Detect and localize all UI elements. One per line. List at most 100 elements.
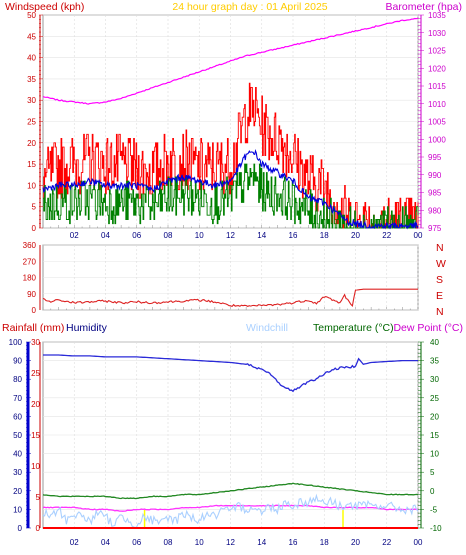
temperature-label: Temperature (°C) <box>313 322 394 334</box>
series-line-low <box>43 163 419 229</box>
right-tick-label: 1000 <box>428 135 446 144</box>
rainfall-tick-label: 20 <box>31 400 40 409</box>
rainfall-tick-label: 25 <box>31 369 40 378</box>
x-tick-label: 10 <box>195 538 204 547</box>
left-tick-label: 30 <box>27 96 36 105</box>
left-tick-label: 50 <box>27 11 36 20</box>
rainfall-tick-label: 10 <box>31 462 40 471</box>
series-line-humidity <box>43 354 418 393</box>
left-axis-label: Windspeed (kph) <box>5 1 84 13</box>
humidity-tick-label: 20 <box>13 487 22 496</box>
series-line-dewpoint <box>42 504 418 512</box>
left-tick-label: 40 <box>27 54 36 63</box>
direction-tick-label: 90 <box>27 290 36 299</box>
x-tick-label: 18 <box>320 538 329 547</box>
humidity-tick-label: 10 <box>13 505 22 514</box>
temperature-tick-label: 15 <box>430 431 439 440</box>
temperature-tick-label: 5 <box>430 468 435 477</box>
x-tick-label: 02 <box>70 538 79 547</box>
x-tick-label: 20 <box>351 231 360 240</box>
left-tick-label: 45 <box>27 32 36 41</box>
rainfall-tick-label: 5 <box>36 493 41 502</box>
direction-tick-label: 180 <box>23 274 37 283</box>
left-tick-label: 20 <box>27 139 36 148</box>
series-group <box>42 288 418 308</box>
right-tick-label: 980 <box>428 206 442 215</box>
x-tick-label: 18 <box>320 231 329 240</box>
humidity-tick-label: 70 <box>13 394 22 403</box>
temperature-tick-label: 40 <box>430 338 439 347</box>
x-tick-label: 08 <box>164 231 173 240</box>
right-tick-label: 1005 <box>428 118 446 127</box>
x-tick-label: 10 <box>195 231 204 240</box>
axes: 0102030405060708090100051015202530-10-50… <box>9 338 442 547</box>
right-tick-label: 985 <box>428 189 442 198</box>
temperature-tick-label: 20 <box>430 412 439 421</box>
panel-wind-barometer: 02 04 06 08 10 12 14 16 18 20 22 00 051015202530354… <box>5 1 462 240</box>
temperature-tick-label: -10 <box>430 524 442 533</box>
right-tick-label: 990 <box>428 171 442 180</box>
dewpoint-label: Dew Point (°C) <box>393 322 463 334</box>
x-tick-label: 20 <box>351 538 360 547</box>
left-tick-label: 10 <box>27 181 36 190</box>
right-tick-label: 1035 <box>428 11 446 20</box>
series-line-average <box>42 149 419 230</box>
x-tick-label: 00 <box>414 538 423 547</box>
axes: 0510152025303540455097598098599099510001… <box>27 11 446 233</box>
temperature-tick-label: 0 <box>430 487 435 496</box>
humidity-tick-label: 80 <box>13 375 22 384</box>
right-tick-label: 1010 <box>428 100 446 109</box>
temperature-tick-label: 10 <box>430 450 439 459</box>
x-tick-label: 00 <box>414 231 423 240</box>
x-tick-label: 22 <box>382 538 391 547</box>
right-tick-label: 1020 <box>428 64 446 73</box>
x-tick-label: 02 <box>70 231 79 240</box>
left-tick-label: 5 <box>32 203 37 212</box>
humidity-tick-label: 50 <box>13 431 22 440</box>
right-tick-label: 975 <box>428 224 442 233</box>
humidity-label: Humidity <box>66 322 108 334</box>
temperature-tick-label: 30 <box>430 375 439 384</box>
compass-label: S <box>436 274 443 286</box>
humidity-tick-label: 40 <box>13 450 22 459</box>
panel-humidity-temperature: 0102030405060708090100051015202530-10-50… <box>2 322 463 547</box>
x-tick-label: 12 <box>226 231 235 240</box>
right-axis-label: Barometer (hpa) <box>386 1 462 13</box>
compass-label: N <box>436 242 444 254</box>
grid <box>42 244 419 311</box>
series-line-wind-direction <box>42 288 418 308</box>
x-tick-label: 04 <box>101 538 110 547</box>
series-line-temperature <box>42 482 419 500</box>
temperature-tick-label: -5 <box>430 505 438 514</box>
rainfall-label: Rainfall (mm) <box>2 322 64 334</box>
x-tick-label: 14 <box>257 231 266 240</box>
x-tick-label: 16 <box>289 538 298 547</box>
humidity-tick-label: 30 <box>13 468 22 477</box>
direction-tick-label: 360 <box>23 241 37 250</box>
rainfall-tick-label: 30 <box>31 338 40 347</box>
humidity-tick-label: 60 <box>13 412 22 421</box>
left-tick-label: 15 <box>27 160 36 169</box>
windchill-label: Windchill <box>246 322 288 334</box>
x-tick-label: 22 <box>382 231 391 240</box>
direction-tick-label: 0 <box>32 306 37 315</box>
series-group <box>42 17 419 230</box>
humidity-tick-label: 90 <box>13 357 22 366</box>
x-tick-label: 14 <box>257 538 266 547</box>
temperature-tick-label: 35 <box>430 357 439 366</box>
x-tick-label: 12 <box>226 538 235 547</box>
humidity-tick-label: 0 <box>18 524 23 533</box>
series-group <box>42 354 419 529</box>
chart-title: 24 hour graph day : 01 April 2025 <box>172 1 327 13</box>
series-line-windchill <box>42 493 419 529</box>
right-tick-label: 1015 <box>428 82 446 91</box>
compass-label: W <box>436 258 446 270</box>
left-tick-label: 35 <box>27 75 36 84</box>
series-line-barometer <box>42 17 419 105</box>
rainfall-tick-label: 0 <box>36 524 41 533</box>
x-tick-label: 06 <box>132 231 141 240</box>
x-tick-label: 16 <box>289 231 298 240</box>
